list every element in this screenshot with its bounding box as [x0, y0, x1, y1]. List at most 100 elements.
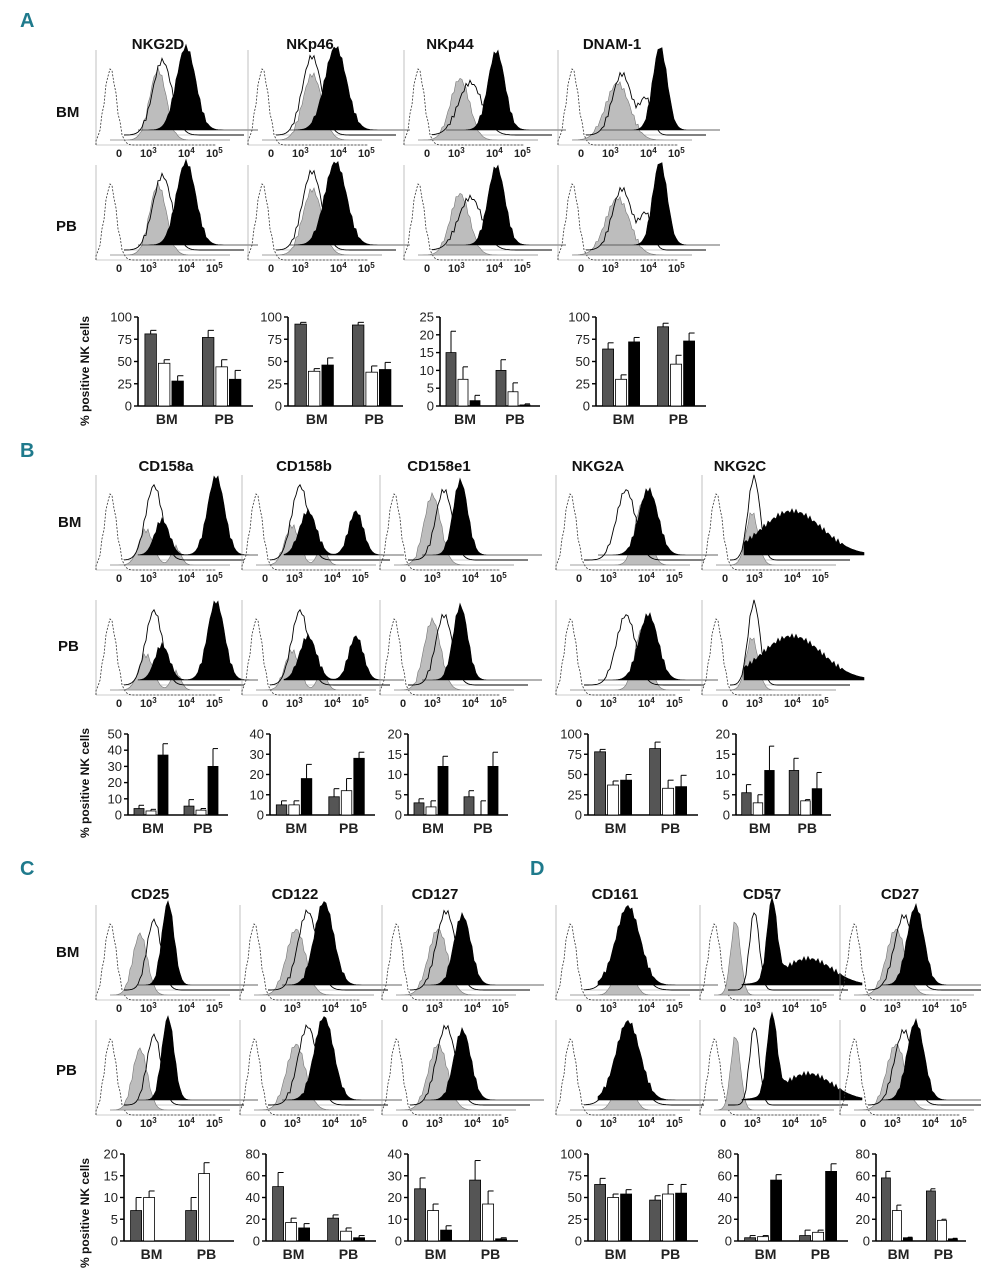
panel-letter-b: B [20, 440, 35, 462]
bar-bm-black [300, 778, 313, 816]
bar-chart-cd25: 0 5 10 15 20 BM PB [104, 1147, 234, 1262]
bar-chart-cd158b: 0 10 20 30 40 BM PB [250, 727, 375, 836]
x-tick-label-bm: BM [755, 1246, 777, 1262]
bar-pb-dark_gray [469, 1179, 482, 1242]
histogram-isotype-trace [239, 923, 360, 1001]
x-tick-label-pb: PB [473, 820, 492, 836]
histogram-tick-1e5: 105 [666, 696, 683, 710]
histogram-open-trace [123, 608, 244, 686]
row-label-pb-c: PB [56, 1062, 77, 1079]
y-tick-label: 10 [108, 791, 122, 806]
histogram-tick-0: 0 [116, 573, 122, 585]
x-tick-label-bm: BM [605, 1246, 627, 1262]
histogram-tick-1e4: 104 [330, 146, 347, 160]
y-tick-label: 25 [118, 376, 132, 391]
histogram-tick-1e4: 104 [178, 571, 195, 585]
bar-pb-white [215, 366, 228, 407]
bar-bm-dark_gray [594, 751, 606, 816]
bar-bm-white [892, 1210, 902, 1242]
histogram-tick-1e5: 105 [950, 1001, 967, 1015]
bar-bm-white [752, 802, 764, 816]
x-tick-label-pb: PB [811, 1246, 830, 1262]
bar-chart-cd161: 0 25 50 75 100 BM PB [560, 1147, 698, 1262]
histogram-tick-1e5: 105 [666, 1001, 683, 1015]
histogram-pb-nkp46: 0 103 104 105 [247, 160, 410, 275]
histogram-tick-1e3: 103 [284, 1116, 301, 1130]
histogram-tick-1e4: 104 [324, 571, 341, 585]
histogram-black-fill [598, 487, 718, 556]
y-tick-label: 20 [716, 727, 730, 742]
histogram-tick-1e5: 105 [950, 1116, 967, 1130]
bar-bm-dark_gray [272, 1186, 285, 1242]
bar-chart-nkp44: 0 5 10 15 20 25 BM PB [420, 310, 540, 427]
y-tick-label: 40 [246, 1190, 260, 1205]
histogram-isotype-trace [555, 1038, 676, 1116]
x-tick-label-pb: PB [505, 411, 524, 427]
y-tick-label: 50 [118, 354, 132, 369]
histogram-tick-1e3: 103 [602, 146, 619, 160]
y-tick-label: 25 [420, 310, 434, 325]
histogram-isotype-trace [557, 68, 678, 146]
bar-pb-dark_gray [495, 369, 507, 407]
bar-bm-dark_gray [133, 808, 145, 816]
x-tick-label-pb: PB [339, 1246, 358, 1262]
y-tick-label: 20 [104, 1147, 118, 1162]
histogram-tick-1e3: 103 [140, 571, 157, 585]
histogram-tick-1e3: 103 [746, 696, 763, 710]
bar-pb-white [365, 371, 378, 407]
bar-pb-dark_gray [649, 748, 661, 816]
histogram-tick-0: 0 [722, 698, 728, 710]
histogram-tick-1e5: 105 [666, 1116, 683, 1130]
y-tick-label: 0 [253, 1234, 260, 1249]
histogram-gray-fill [396, 928, 516, 996]
histogram-tick-1e3: 103 [292, 261, 309, 275]
histogram-black-fill [138, 158, 258, 246]
histogram-tick-1e3: 103 [140, 696, 157, 710]
histogram-tick-1e4: 104 [784, 696, 801, 710]
histogram-open-trace [269, 483, 390, 561]
marker-title-cd158b: CD158b [276, 458, 332, 475]
histogram-tick-0: 0 [268, 148, 274, 160]
histogram-tick-1e4: 104 [922, 1116, 939, 1130]
histogram-black-fill [424, 1026, 544, 1101]
histogram-bm-nkg2d: 0 103 104 105 [95, 43, 258, 160]
bar-pb-black [353, 757, 365, 816]
histogram-bm-dnam-1: 0 103 104 105 [557, 47, 720, 160]
histogram-tick-0: 0 [576, 1003, 582, 1015]
histogram-pb-dnam-1: 0 103 104 105 [557, 162, 720, 275]
bar-pb-dark_gray [183, 805, 195, 816]
histogram-tick-1e3: 103 [448, 146, 465, 160]
histogram-gray-fill [394, 491, 514, 566]
marker-title-nkg2d: NKG2D [131, 36, 185, 53]
histogram-tick-1e3: 103 [602, 261, 619, 275]
bar-bm-black [157, 754, 169, 816]
bar-pb-dark_gray [799, 1235, 811, 1242]
histogram-tick-1e3: 103 [448, 261, 465, 275]
histogram-tick-0: 0 [262, 573, 268, 585]
histogram-bm-cd27: 0 103 104 105 [839, 902, 981, 1015]
histogram-gray-fill [418, 193, 538, 256]
histogram-isotype-trace [839, 923, 960, 1001]
histogram-tick-1e4: 104 [178, 261, 195, 275]
histogram-open-trace [409, 909, 530, 991]
histogram-isotype-trace [403, 68, 524, 146]
y-tick-label: 40 [108, 743, 122, 758]
y-tick-label: 20 [388, 1190, 402, 1205]
histogram-black-fill [446, 49, 566, 131]
histogram-tick-1e3: 103 [426, 1116, 443, 1130]
histogram-black-fill [138, 900, 258, 986]
histogram-pb-cd127: 0 103 104 105 [381, 1020, 544, 1130]
histogram-isotype-trace [239, 1038, 360, 1116]
marker-title-nkg2a: NKG2A [571, 458, 625, 475]
y-tick-label: 0 [575, 1234, 582, 1249]
histogram-tick-1e3: 103 [140, 1116, 157, 1130]
histogram-tick-0: 0 [402, 1118, 408, 1130]
histogram-tick-1e4: 104 [640, 261, 657, 275]
histogram-tick-0: 0 [424, 148, 430, 160]
histogram-open-trace [124, 1033, 244, 1106]
y-tick-label: 40 [856, 1190, 870, 1205]
y-tick-label: 50 [576, 354, 590, 369]
histogram-open-trace [729, 599, 850, 686]
histogram-tick-1e5: 105 [206, 146, 223, 160]
histogram-tick-0: 0 [722, 573, 728, 585]
